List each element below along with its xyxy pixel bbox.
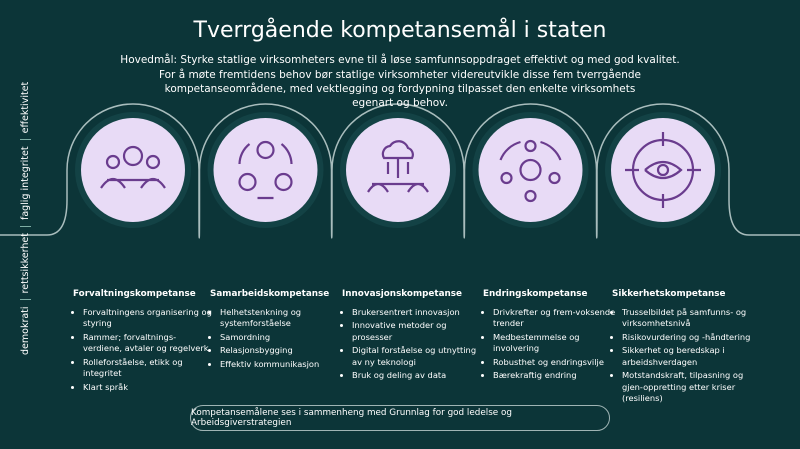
icon-part	[256, 140, 275, 160]
icon-part	[367, 182, 429, 193]
side-label: demokrati	[20, 306, 31, 355]
icon-part	[548, 171, 561, 185]
area-item: Motstandskraft, tilpasning og gjen-oppre…	[622, 370, 752, 405]
area-item: Forvaltningens organisering og styring	[83, 307, 213, 330]
area-item: Risikovurdering og -håndtering	[622, 332, 752, 344]
icon-circle	[81, 118, 185, 222]
area-title: Samarbeidskompetanse	[210, 289, 330, 299]
icon-part	[274, 172, 293, 192]
separator	[20, 299, 31, 301]
area-column: Sikkerhetskompetanse Trusselbildet på sam…	[612, 289, 752, 407]
icon	[499, 139, 562, 203]
area-item: Klart språk	[83, 382, 213, 394]
area-column: Endringskompetanse Drivkrefter og frem-vo…	[483, 289, 623, 384]
area-item: Drivkrefter og frem-voksende trender	[493, 307, 623, 330]
area-item: Relasjonsbygging	[220, 345, 350, 357]
side-row: demokrati rettsikkerhet faglig integritet e…	[20, 82, 31, 355]
icon-part	[122, 145, 144, 167]
area-list: Drivkrefter og frem-voksende trenderMedb…	[483, 307, 623, 382]
goal: Hovedmål: Styrke statlige virksomheters …	[120, 54, 680, 66]
title: Tverrgående kompetansemål i staten	[193, 18, 607, 43]
area-list: Brukersentrert innovasjonInnovative meto…	[342, 307, 482, 382]
side-label: rettsikkerhet	[20, 233, 31, 294]
side-label: effektivitet	[20, 81, 31, 134]
area-item: Bruk og deling av data	[352, 370, 482, 382]
area-list: Helhetstenkning og systemforståelse Samor…	[210, 307, 350, 371]
icon-part	[100, 177, 166, 189]
wave-line	[0, 103, 800, 239]
area-column: Samarbeidskompetanse Helhetstenkning og s…	[210, 289, 350, 372]
area-list: Trusselbildet på samfunns- og virksomhet…	[612, 307, 752, 405]
area-item: Trusselbildet på samfunns- og virksomhet…	[622, 307, 752, 330]
area-item: Digital forståelse og utnytting av ny te…	[352, 345, 482, 368]
area-title: Endringskompetanse	[483, 289, 588, 299]
icon-circle	[611, 118, 715, 222]
separator	[20, 226, 31, 228]
area-item: Sikkerhet og beredskap i arbeidshverdage…	[622, 345, 752, 368]
area-item: Rolleforståelse, etikk og integritet	[83, 357, 213, 380]
icon-part	[519, 158, 542, 182]
footer: Kompetansemålene ses i sammenheng med Gr…	[190, 405, 610, 431]
icon-part	[145, 154, 161, 170]
icon-part	[656, 163, 670, 177]
icon	[100, 145, 166, 189]
icon-circle	[213, 118, 318, 222]
icon	[238, 140, 293, 200]
area-item: Medbestemmelse og involvering	[493, 332, 623, 355]
area-item: Effektiv kommunikasjon	[220, 359, 350, 371]
separator	[20, 139, 31, 141]
area-item: Brukersentrert innovasjon	[352, 307, 482, 319]
area-column: Forvaltningskompetanse Forvaltningens org…	[73, 289, 213, 395]
icon-part	[500, 171, 513, 185]
icon-part	[524, 139, 537, 153]
area-item: Rammer; forvaltnings-verdiene, avtaler o…	[83, 332, 213, 355]
area-column: Innovasjonskompetanse Brukersentrert inno…	[342, 289, 482, 384]
area-title: Innovasjonskompetanse	[342, 289, 462, 299]
icon-part	[238, 172, 257, 192]
icon	[367, 140, 429, 193]
icon-part	[381, 140, 414, 178]
area-item: Innovative metoder og prosesser	[352, 320, 482, 343]
area-item: Helhetstenkning og systemforståelse	[220, 307, 350, 330]
side-label: faglig integritet	[20, 146, 31, 221]
icon-circle	[478, 118, 583, 222]
icon-part	[625, 132, 701, 208]
area-title: Sikkerhetskompetanse	[612, 289, 726, 299]
icon-part	[524, 189, 537, 203]
icon-part	[499, 140, 562, 161]
area-item: Bærekraftig endring	[493, 370, 623, 382]
area-title: Forvaltningskompetanse	[73, 289, 196, 299]
icon-part	[238, 143, 293, 200]
icon	[625, 132, 701, 208]
icon-part	[105, 154, 121, 170]
intro: For å møte fremtidens behov bør statlige…	[158, 69, 642, 109]
area-item: Samordning	[220, 332, 350, 344]
area-item: Robusthet og endringsvilje	[493, 357, 623, 369]
area-list: Forvaltningens organisering og styringRa…	[73, 307, 213, 394]
